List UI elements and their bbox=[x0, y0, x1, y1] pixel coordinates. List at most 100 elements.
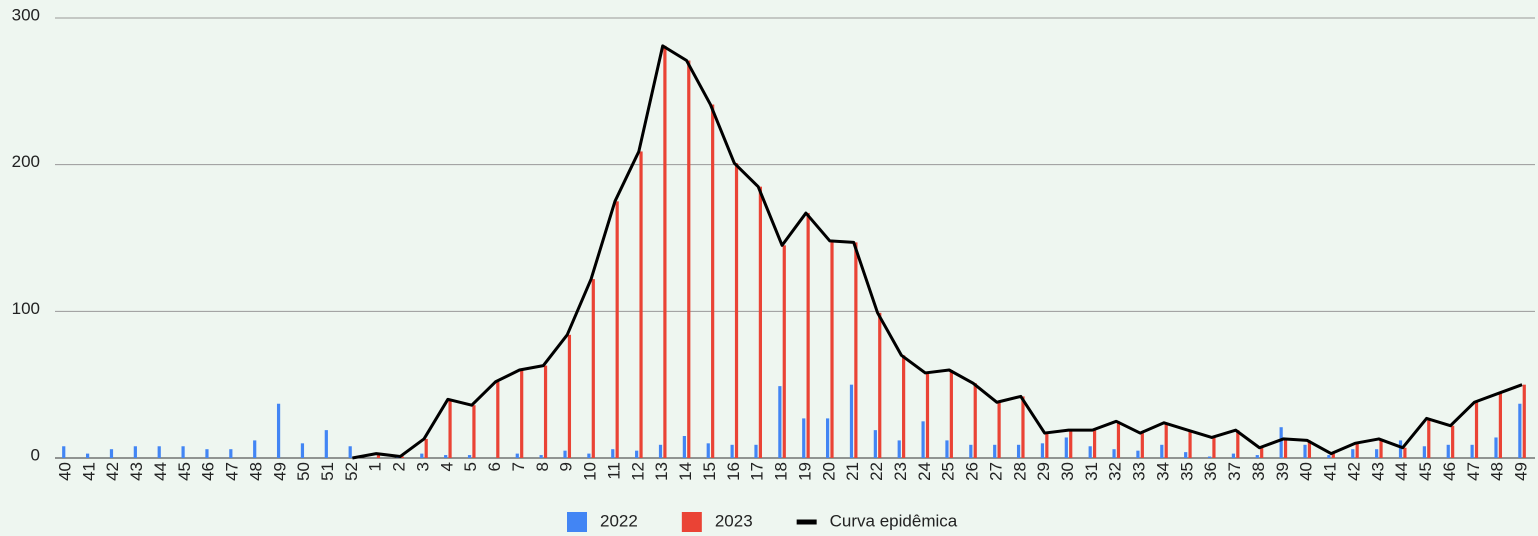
bar bbox=[778, 386, 781, 458]
x-tick-label: 15 bbox=[700, 462, 719, 481]
x-tick-label: 23 bbox=[891, 462, 910, 481]
x-tick-label: 42 bbox=[103, 462, 122, 481]
x-tick-label: 22 bbox=[867, 462, 886, 481]
bar bbox=[659, 445, 662, 458]
bar bbox=[1117, 421, 1120, 458]
epidemic-curve bbox=[352, 46, 1522, 458]
x-tick-label: 48 bbox=[246, 462, 265, 481]
bar bbox=[301, 443, 304, 458]
bar bbox=[731, 445, 734, 458]
x-tick-label: 26 bbox=[963, 462, 982, 481]
bar bbox=[998, 402, 1001, 458]
bar bbox=[830, 241, 833, 458]
bar bbox=[635, 451, 638, 458]
x-tick-label: 43 bbox=[1368, 462, 1387, 481]
y-tick-label: 0 bbox=[31, 445, 40, 464]
x-tick-label: 52 bbox=[342, 462, 361, 481]
x-tick-label: 51 bbox=[318, 462, 337, 481]
x-tick-label: 30 bbox=[1058, 462, 1077, 481]
bar bbox=[687, 61, 690, 458]
legend-label: 2023 bbox=[715, 511, 753, 530]
x-tick-label: 3 bbox=[413, 462, 432, 471]
bar bbox=[540, 455, 543, 458]
bar bbox=[802, 418, 805, 458]
bar bbox=[1284, 439, 1287, 458]
bar bbox=[974, 383, 977, 458]
bar bbox=[587, 454, 590, 458]
bar bbox=[592, 279, 595, 458]
x-tick-label: 38 bbox=[1249, 462, 1268, 481]
bar bbox=[158, 446, 161, 458]
bar bbox=[1379, 439, 1382, 458]
bar bbox=[1447, 445, 1450, 458]
bar bbox=[1451, 426, 1454, 458]
bar bbox=[1065, 437, 1068, 458]
bar bbox=[1280, 427, 1283, 458]
legend-label: Curva epidêmica bbox=[830, 511, 958, 530]
bar bbox=[663, 46, 666, 458]
bar bbox=[1165, 423, 1168, 458]
bar bbox=[1045, 433, 1048, 458]
bar bbox=[1399, 440, 1402, 458]
x-tick-label: 14 bbox=[676, 462, 695, 481]
bar bbox=[568, 335, 571, 458]
x-tick-label: 13 bbox=[652, 462, 671, 481]
bar bbox=[639, 151, 642, 458]
bar bbox=[1017, 445, 1020, 458]
x-tick-label: 10 bbox=[581, 462, 600, 481]
bar bbox=[1208, 457, 1211, 458]
bar bbox=[707, 443, 710, 458]
legend-swatch bbox=[567, 512, 587, 532]
bar bbox=[1093, 430, 1096, 458]
bar bbox=[874, 430, 877, 458]
x-tick-label: 6 bbox=[485, 462, 504, 471]
bar bbox=[1212, 437, 1215, 458]
bar bbox=[563, 451, 566, 458]
x-tick-label: 37 bbox=[1225, 462, 1244, 481]
x-tick-label: 44 bbox=[1392, 462, 1411, 481]
x-tick-label: 11 bbox=[604, 462, 623, 480]
bar bbox=[1089, 446, 1092, 458]
bar bbox=[854, 242, 857, 458]
bar bbox=[520, 370, 523, 458]
x-tick-label: 33 bbox=[1130, 462, 1149, 481]
bar bbox=[86, 454, 89, 458]
bar bbox=[926, 373, 929, 458]
x-tick-label: 46 bbox=[1440, 462, 1459, 481]
legend-swatch bbox=[797, 520, 817, 525]
x-tick-label: 5 bbox=[461, 462, 480, 471]
bar bbox=[759, 187, 762, 458]
bar bbox=[325, 430, 328, 458]
bar bbox=[1232, 454, 1235, 458]
bar bbox=[611, 449, 614, 458]
bar bbox=[444, 455, 447, 458]
x-tick-label: 27 bbox=[986, 462, 1005, 481]
bar bbox=[902, 355, 905, 458]
bar bbox=[110, 449, 113, 458]
bar bbox=[1303, 445, 1306, 458]
bar bbox=[349, 446, 352, 458]
bar bbox=[1260, 448, 1263, 458]
bar bbox=[945, 440, 948, 458]
legend-label: 2022 bbox=[600, 511, 638, 530]
x-tick-label: 28 bbox=[1010, 462, 1029, 481]
bar bbox=[1160, 445, 1163, 458]
bar bbox=[1021, 396, 1024, 458]
bar bbox=[425, 439, 428, 458]
bar bbox=[950, 370, 953, 458]
bar bbox=[448, 399, 451, 458]
x-tick-label: 20 bbox=[819, 462, 838, 481]
bar bbox=[1475, 402, 1478, 458]
bar bbox=[1356, 443, 1359, 458]
bar bbox=[1069, 430, 1072, 458]
x-tick-label: 39 bbox=[1273, 462, 1292, 481]
bar bbox=[969, 445, 972, 458]
x-tick-label: 32 bbox=[1106, 462, 1125, 481]
x-tick-label: 31 bbox=[1082, 462, 1101, 481]
x-tick-label: 46 bbox=[199, 462, 218, 481]
y-tick-label: 300 bbox=[12, 5, 40, 24]
x-tick-label: 40 bbox=[1297, 462, 1316, 481]
bar bbox=[1112, 449, 1115, 458]
x-tick-label: 40 bbox=[55, 462, 74, 481]
legend-swatch bbox=[682, 512, 702, 532]
